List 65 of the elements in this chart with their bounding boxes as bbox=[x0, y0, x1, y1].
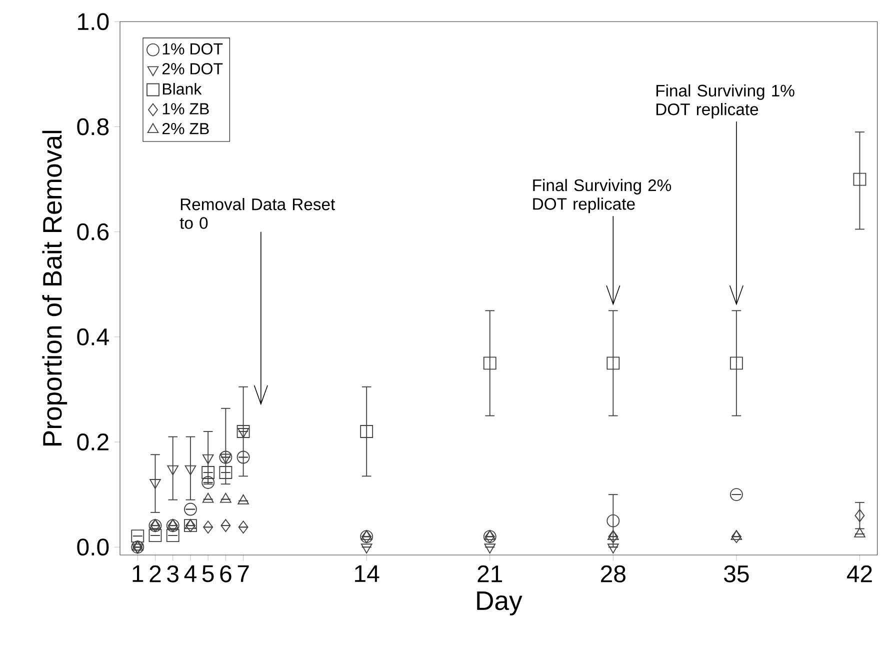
x-axis-title: Day bbox=[477, 592, 522, 616]
annotation: Final Surviving 1% DOT replicate bbox=[656, 84, 794, 119]
point bbox=[203, 520, 214, 534]
x-tick-label: 14 bbox=[355, 565, 380, 582]
point bbox=[148, 529, 162, 542]
legend-label: 1% DOT bbox=[162, 43, 223, 55]
point bbox=[360, 425, 374, 438]
point bbox=[608, 530, 618, 544]
point bbox=[131, 530, 144, 543]
x-tick-label: 3 bbox=[167, 565, 178, 582]
point bbox=[236, 450, 250, 464]
point bbox=[150, 519, 161, 530]
x-tick-label: 35 bbox=[724, 565, 749, 582]
x-tick-label: 42 bbox=[846, 565, 872, 582]
point bbox=[219, 450, 232, 464]
legend-label: 1% ZB bbox=[162, 103, 209, 114]
point bbox=[166, 529, 180, 542]
point bbox=[238, 428, 249, 438]
y-tick-label: 0.6 bbox=[77, 223, 109, 240]
point bbox=[606, 356, 620, 370]
y-tick-label: 0.0 bbox=[77, 538, 109, 556]
y-tick-label: 1.0 bbox=[78, 13, 109, 30]
y-tick-label: 0.4 bbox=[77, 328, 109, 346]
annotation: Removal Data Reset to 0 bbox=[180, 198, 336, 229]
x-tick-label: 7 bbox=[238, 565, 249, 582]
legend-label: 2% DOT bbox=[162, 63, 223, 74]
x-tick-label: 21 bbox=[478, 565, 502, 582]
x-tick-label: 28 bbox=[601, 565, 626, 582]
point bbox=[854, 509, 865, 522]
point bbox=[360, 530, 372, 540]
point bbox=[730, 530, 742, 540]
point bbox=[220, 454, 232, 464]
x-tick-label: 1 bbox=[132, 565, 144, 582]
point bbox=[167, 519, 179, 530]
y-tick-label: 0.2 bbox=[77, 434, 108, 451]
point bbox=[730, 356, 743, 370]
point bbox=[731, 530, 742, 544]
y-axis-title: Proportion of Bait Removal bbox=[42, 130, 68, 446]
point bbox=[184, 465, 196, 476]
x-tick-label: 5 bbox=[202, 565, 214, 582]
y-tick-label: 0.8 bbox=[77, 118, 109, 136]
point bbox=[607, 530, 619, 540]
point bbox=[484, 530, 496, 540]
legend-label: Blank bbox=[162, 82, 202, 95]
point bbox=[236, 425, 250, 438]
point bbox=[202, 466, 215, 479]
point bbox=[220, 519, 231, 532]
point bbox=[853, 172, 866, 186]
point bbox=[202, 454, 214, 464]
x-tick-label: 2 bbox=[150, 565, 161, 582]
point bbox=[184, 519, 196, 530]
point bbox=[150, 479, 161, 489]
point bbox=[184, 502, 197, 516]
x-tick-label: 6 bbox=[220, 565, 232, 582]
point bbox=[606, 514, 620, 528]
annotation: Final Surviving 2% DOT replicate bbox=[533, 178, 672, 214]
point bbox=[238, 520, 248, 534]
point bbox=[219, 466, 232, 479]
legend-label: 2% ZB bbox=[162, 122, 209, 134]
point bbox=[730, 488, 743, 502]
x-tick-label: 4 bbox=[184, 565, 196, 582]
point bbox=[202, 476, 215, 489]
point bbox=[167, 465, 179, 476]
point bbox=[483, 356, 496, 370]
point bbox=[132, 540, 144, 551]
